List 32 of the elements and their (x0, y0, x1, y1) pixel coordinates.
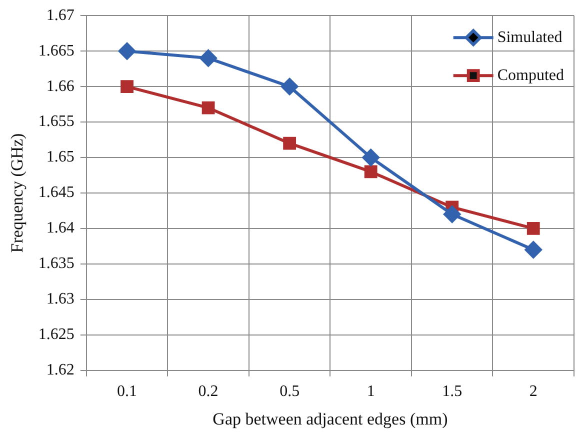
point (120, 80, 134, 94)
y-tick-label: 1.63 (46, 290, 74, 308)
point (444, 206, 461, 223)
y-tick-label: 1.65 (46, 148, 74, 166)
legend-label: Simulated (497, 28, 562, 46)
point (362, 149, 380, 166)
x-axis-title: Gap between adjacent edges (mm) (212, 409, 448, 428)
x-tick-label: 1 (366, 383, 375, 400)
y-tick-label: 1.67 (46, 6, 74, 24)
y-tick-label: 1.64 (46, 220, 74, 237)
x-tick-label: 0.5 (280, 383, 300, 400)
y-tick-label: 1.62 (46, 362, 74, 379)
y-tick-label: 1.625 (38, 326, 74, 344)
point (364, 165, 378, 178)
x-tick-label: 2 (529, 383, 538, 400)
point (281, 78, 298, 96)
point (283, 136, 296, 150)
point (524, 241, 542, 258)
y-axis-title: Frequency (GHz) (8, 133, 27, 253)
point (526, 222, 540, 235)
y-tick-label: 1.655 (38, 113, 74, 130)
y-tick-label: 1.665 (38, 42, 74, 60)
y-tick-label: 1.645 (38, 184, 74, 202)
x-tick-label: 0.2 (198, 383, 218, 400)
point (118, 42, 136, 60)
x-tick-label: 1.5 (442, 383, 462, 400)
legend-label: Computed (497, 66, 564, 84)
point (202, 101, 215, 114)
x-tick-label: 0.1 (117, 383, 138, 400)
y-tick-label: 1.66 (46, 78, 74, 95)
y-tick-label: 1.635 (38, 255, 74, 272)
point (200, 50, 217, 67)
